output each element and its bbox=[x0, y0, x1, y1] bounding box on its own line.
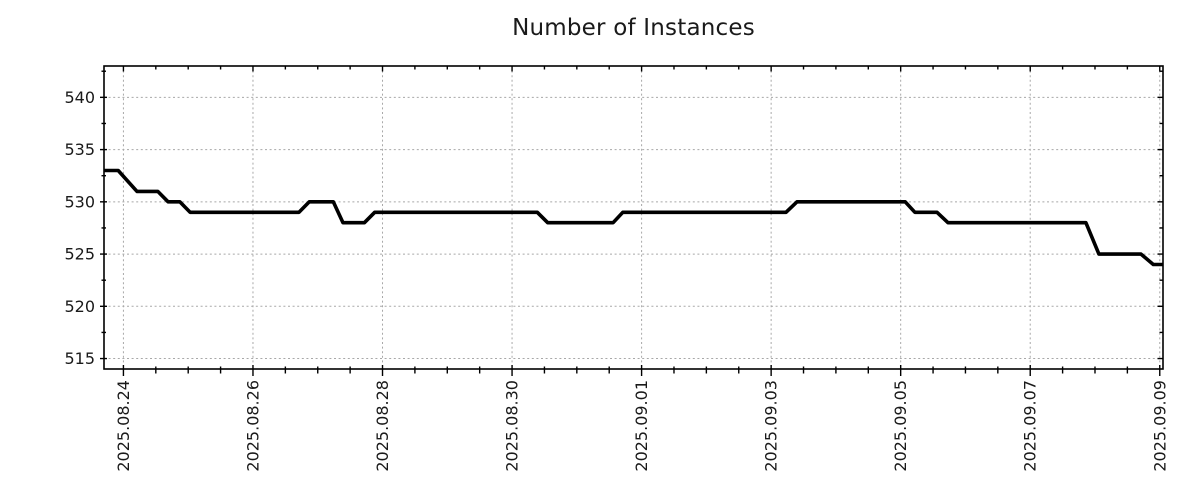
y-tick-label: 520 bbox=[64, 297, 95, 316]
x-tick-label: 2025.09.05 bbox=[891, 380, 910, 472]
y-tick-label: 530 bbox=[64, 192, 95, 211]
x-tick-label: 2025.08.24 bbox=[114, 380, 133, 472]
x-tick-label: 2025.09.09 bbox=[1150, 380, 1169, 472]
y-tick-label: 525 bbox=[64, 245, 95, 264]
y-tick-label: 540 bbox=[64, 88, 95, 107]
chart-title: Number of Instances bbox=[512, 15, 755, 41]
x-tick-label: 2025.09.03 bbox=[762, 380, 781, 472]
y-tick-labels: 515 520 525 530 535 540 bbox=[64, 88, 95, 368]
grid-lines bbox=[104, 66, 1163, 369]
x-tick-label: 2025.08.30 bbox=[503, 380, 522, 472]
data-line bbox=[104, 168, 1163, 267]
x-tick-label: 2025.09.07 bbox=[1021, 380, 1040, 472]
x-tick-label: 2025.08.28 bbox=[373, 380, 392, 472]
x-tick-label: 2025.08.26 bbox=[243, 380, 262, 472]
y-tick-label: 535 bbox=[64, 140, 95, 159]
x-tick-label: 2025.09.01 bbox=[632, 380, 651, 472]
plot-border bbox=[103, 65, 1164, 370]
x-tick-labels: 2025.08.24 2025.08.26 2025.08.28 2025.08.30… bbox=[114, 380, 1169, 472]
y-tick-label: 515 bbox=[64, 349, 95, 368]
